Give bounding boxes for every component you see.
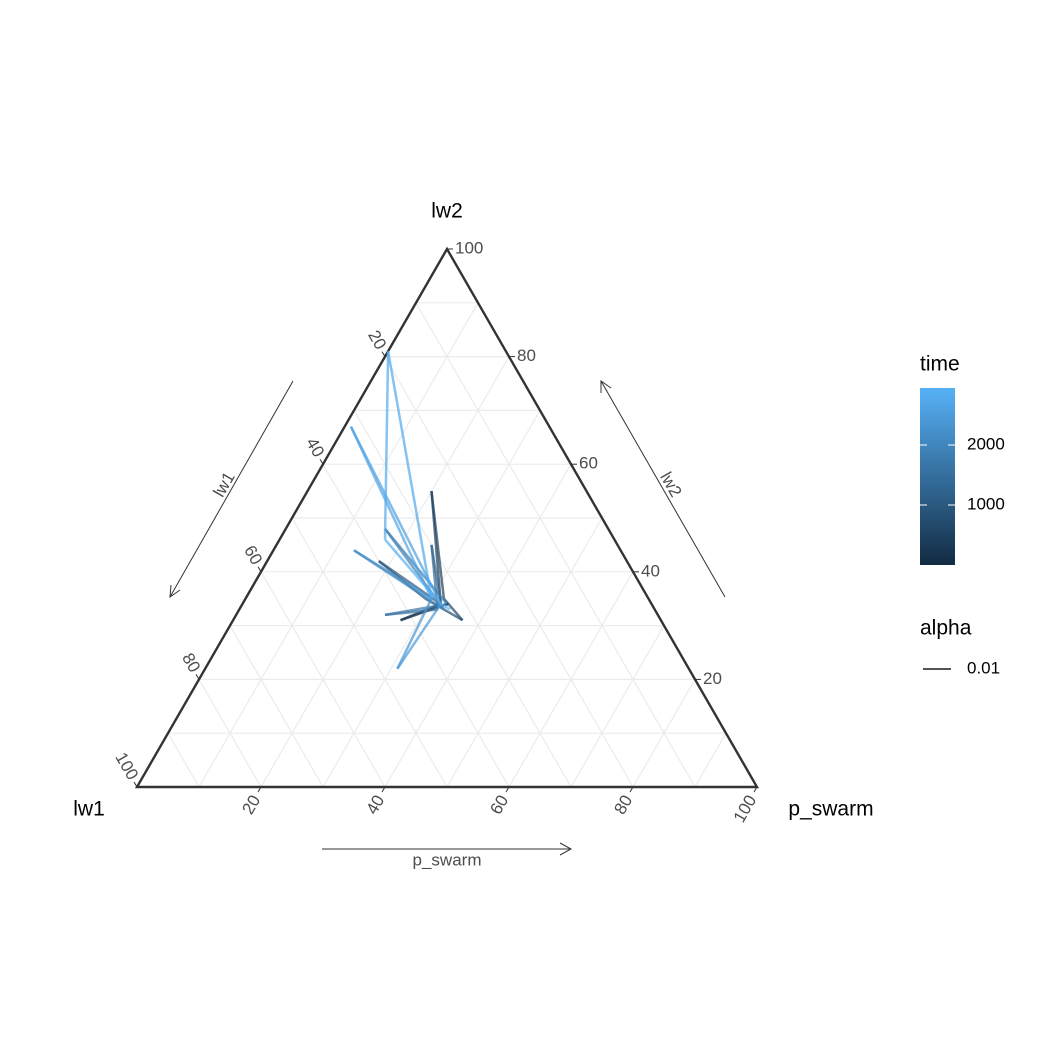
top-axis-title: lw2: [431, 200, 463, 223]
tick-mark: [319, 458, 324, 465]
tick-mark: [753, 786, 758, 793]
tick-mark: [381, 351, 386, 357]
tick-label: 60: [240, 542, 266, 568]
grid-line: [508, 571, 634, 788]
grid-line: [570, 625, 665, 788]
trajectory-segment: [396, 603, 442, 670]
right-arrow-label: lw2: [656, 469, 685, 501]
grid-line: [198, 679, 262, 788]
trajectory-segment: [353, 549, 433, 600]
tick-label: 80: [610, 792, 636, 818]
trajectory-segment: [386, 351, 433, 599]
trajectory-segment: [349, 426, 433, 600]
tick-label: 40: [302, 435, 328, 461]
arrow-head: [169, 584, 181, 599]
tick-label: 20: [364, 327, 390, 353]
grid-line: [446, 517, 603, 788]
colorbar-label: 1000: [967, 494, 1005, 513]
grid-line: [291, 517, 448, 788]
tick-label: 40: [641, 561, 660, 580]
trajectory-segment: [440, 602, 451, 611]
tick-mark: [257, 566, 262, 573]
tick-mark: [257, 786, 262, 793]
trajectory-segment: [383, 351, 390, 540]
tick-label: 100: [111, 749, 142, 783]
left-axis-title: lw1: [73, 798, 105, 821]
tick-label: 60: [486, 792, 512, 818]
arrow-head: [559, 842, 573, 856]
grid-line: [260, 571, 386, 788]
alpha-legend-title: alpha: [920, 617, 972, 640]
grid-line: [198, 302, 479, 788]
colorbar-label: 2000: [967, 434, 1005, 453]
grid-line: [229, 625, 324, 788]
tick-label: 20: [238, 792, 264, 818]
tick-label: 80: [178, 650, 204, 676]
bottom-arrow-label: p_swarm: [413, 850, 482, 869]
tick-label: 80: [517, 346, 536, 365]
left-arrow-label: lw1: [210, 469, 239, 501]
grid-line: [167, 732, 200, 788]
tick-label: 100: [730, 792, 761, 826]
right-arrow: [600, 380, 726, 598]
triangle: [134, 246, 760, 789]
trajectory: [349, 351, 464, 670]
alpha-legend-label: 0.01: [967, 658, 1000, 677]
tick-label: 40: [362, 792, 388, 818]
right-axis-title: p_swarm: [788, 798, 873, 821]
arrows: [169, 380, 726, 856]
trajectory-segment: [430, 490, 446, 599]
trajectory-segment: [396, 598, 433, 670]
arrow-head: [600, 380, 612, 393]
grid-line: [632, 679, 696, 788]
tick-mark: [133, 781, 138, 788]
grid-line: [415, 302, 696, 788]
tick-label: 60: [579, 454, 598, 473]
tick-mark: [195, 674, 200, 680]
tick-mark: [505, 786, 510, 793]
colorbar: [920, 388, 955, 565]
left-arrow: [169, 380, 294, 598]
grid-line: [694, 732, 727, 788]
tick-mark: [381, 786, 386, 793]
tick-label: 100: [455, 238, 483, 257]
tick-label: 20: [703, 669, 722, 688]
trajectory-segment: [384, 538, 442, 605]
color-legend-title: time: [920, 353, 960, 376]
grid-line: [353, 410, 572, 788]
tick-mark: [629, 786, 634, 793]
